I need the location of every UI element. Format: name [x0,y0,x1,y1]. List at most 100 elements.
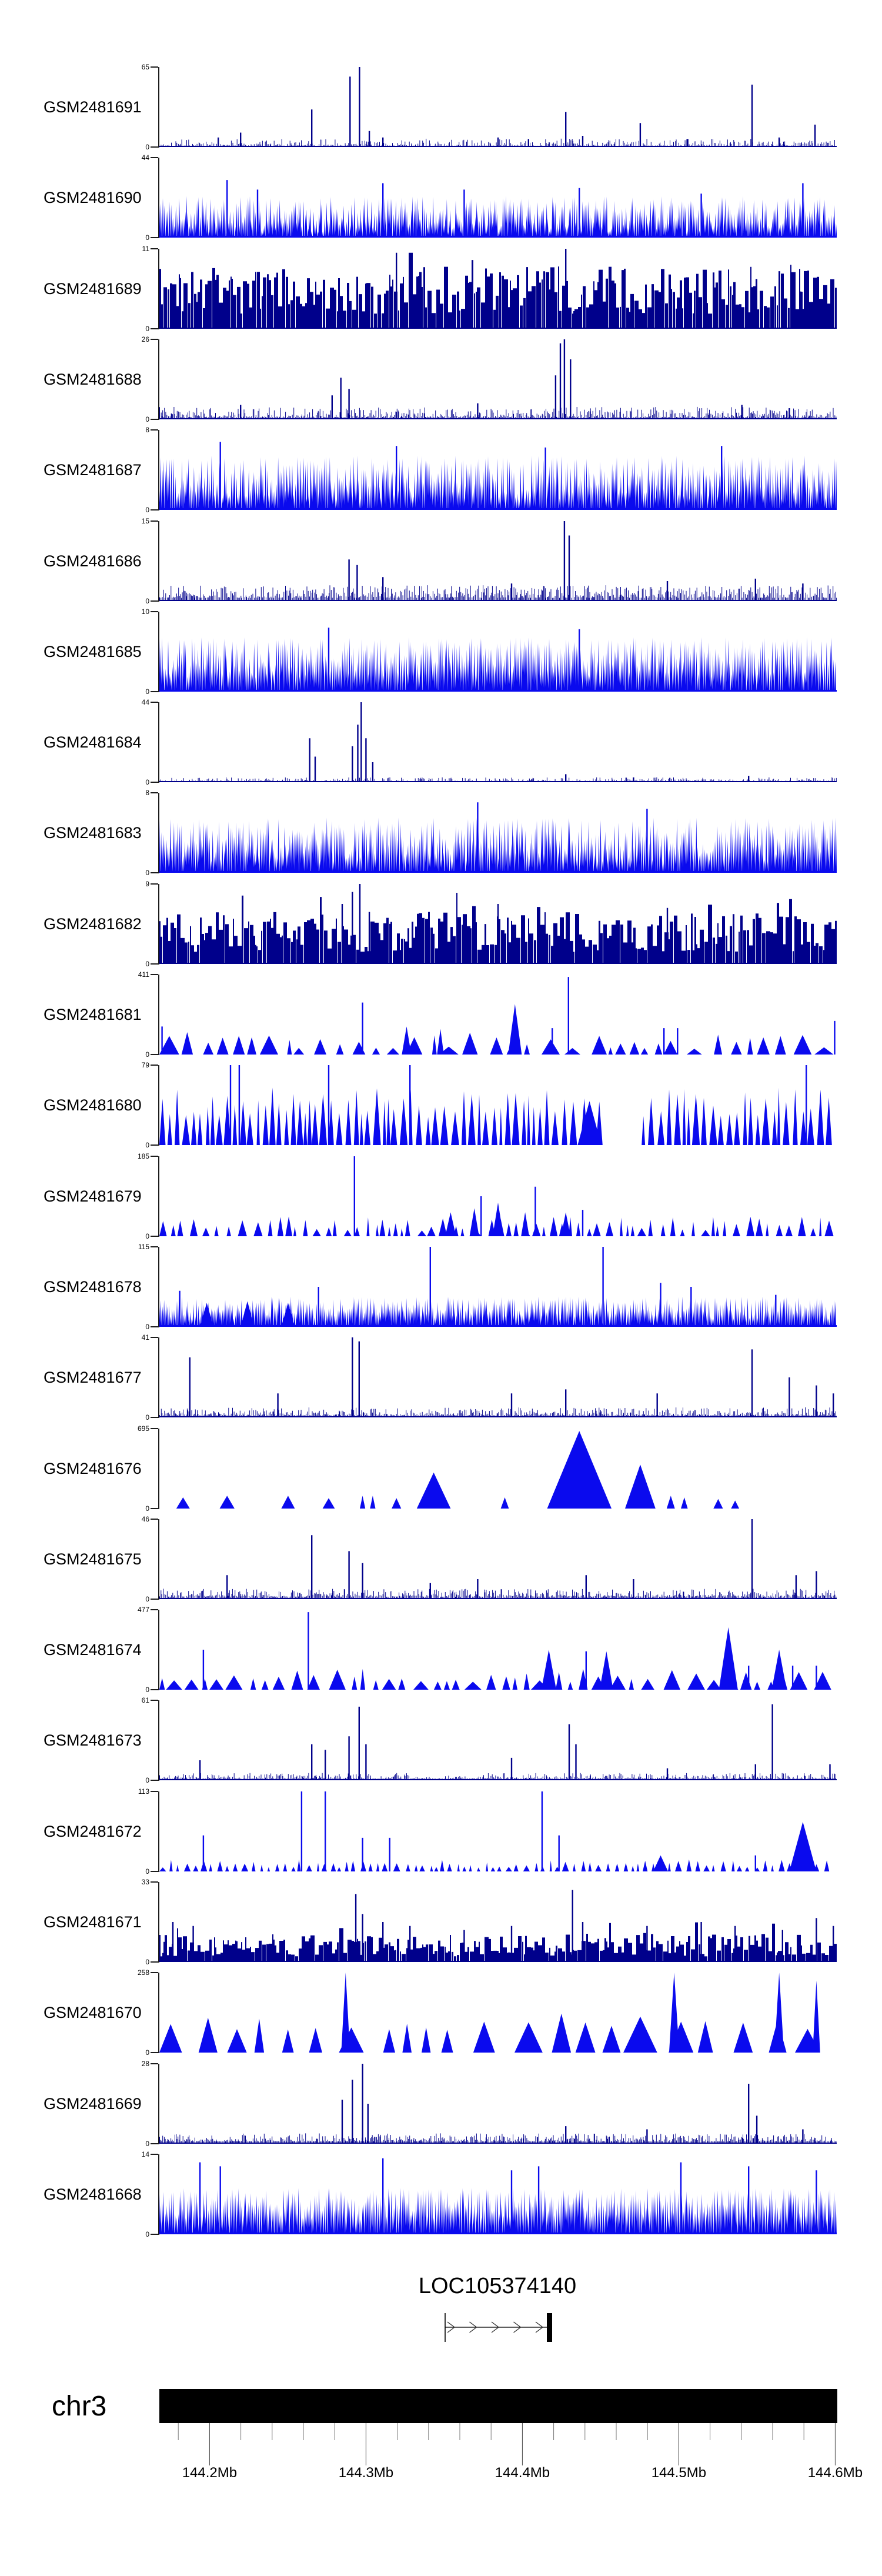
track-signal-shape [159,1065,832,1145]
track-ymin-label: 0 [145,2048,149,2057]
chromosome-name-label: chr3 [52,2390,107,2422]
track-signal-shape [159,2158,837,2234]
track-y-axis-top-tick [151,66,158,68]
track-ymax-label: 46 [141,1515,149,1523]
track-signal-plot [159,1612,831,1690]
track-ymin-label: 0 [145,1323,149,1331]
track-ymax-label: 61 [141,1696,149,1704]
axis-position-label: 144.5Mb [652,2465,706,2481]
track-sample-label: GSM2481669 [44,2094,142,2113]
track-y-axis-top-tick [151,702,158,703]
track-y-axis-zero-tick [151,2052,158,2053]
track-y-axis-zero-tick [151,691,158,692]
track-ymax-label: 44 [141,154,149,162]
track-ymax-label: 8 [145,426,149,434]
track-ymin-label: 0 [145,233,149,242]
track-ymax-label: 44 [141,698,149,706]
track-ymax-label: 41 [141,1333,149,1342]
track-y-axis-line [158,1156,159,1237]
track-sample-label: GSM2481688 [44,370,142,388]
track-ymin-label: 0 [145,1504,149,1513]
track-y-axis-zero-tick [151,146,158,148]
chromosome-ideogram [159,2389,837,2423]
track-ymax-label: 15 [141,517,149,525]
track-sample-label: GSM2481668 [44,2185,142,2203]
track-y-axis-zero-tick [151,1508,158,1509]
track-ymin-label: 0 [145,2230,149,2238]
track-signal-shape [159,702,837,782]
track-sample-label: GSM2481678 [44,1277,142,1296]
track-ymax-label: 258 [137,1968,149,1977]
track-ymax-label: 26 [141,335,149,343]
track-y-axis-top-tick [151,157,158,158]
track-sample-label: GSM2481680 [44,1096,142,1114]
track-y-axis-line [158,521,159,602]
track-y-axis-zero-tick [151,1871,158,1872]
track-signal-plot [159,249,837,329]
track-sample-label: GSM2481676 [44,1459,142,1477]
track-ymin-label: 0 [145,778,149,786]
track-signal-plot [159,521,837,601]
track-y-axis-line [158,1429,159,1509]
track-signal-plot [159,67,837,147]
track-ymin-label: 0 [145,1958,149,1966]
track-ymin-label: 0 [145,1776,149,1784]
track-y-axis-zero-tick [151,872,158,873]
track-y-axis-zero-tick [151,2143,158,2144]
track-ymin-label: 0 [145,688,149,696]
track-y-axis-line [158,249,159,329]
track-ymax-label: 9 [145,880,149,888]
track-ymax-label: 113 [138,1787,149,1796]
track-y-axis-zero-tick [151,2234,158,2235]
track-signal-shape [159,1791,830,1871]
track-ymin-label: 0 [145,506,149,514]
track-y-axis-zero-tick [151,1689,158,1690]
axis-position-label: 144.4Mb [495,2465,550,2481]
strand-direction-arrow-icon [491,2321,500,2333]
track-y-axis-zero-tick [151,1054,158,1055]
track-signal-shape [176,1431,740,1509]
track-signal-shape [159,1704,837,1780]
track-y-axis-zero-tick [151,1599,158,1600]
track-y-axis-top-tick [151,1156,158,1157]
track-ymax-label: 8 [145,789,149,797]
track-y-axis-top-tick [151,1791,158,1792]
genome-coordinate-axis: 144.2Mb 144.3Mb 144.4Mb 144.5Mb 144.6Mb [178,2423,863,2481]
track-y-axis-line [158,1610,159,1690]
track-y-axis-top-tick [151,792,158,793]
track-y-axis-top-tick [151,1337,158,1338]
gene-exon-block [547,2313,552,2342]
track-signal-shape [159,1337,837,1417]
track-y-axis-zero-tick [151,1326,158,1327]
track-signal-plot [159,2064,837,2144]
strand-direction-arrow-icon [447,2321,456,2333]
track-signal-shape [159,1519,837,1599]
track-signal-shape [159,1156,834,1236]
track-sample-label: GSM2481674 [44,1640,142,1659]
track-y-axis-zero-tick [151,1417,158,1418]
axis-position-label: 144.6Mb [808,2465,863,2481]
track-sample-label: GSM2481687 [44,461,142,479]
track-signal-shape [159,884,837,964]
track-y-axis-line [158,975,159,1055]
track-ymin-label: 0 [145,415,149,423]
axis-position-label: 144.2Mb [182,2465,237,2481]
track-signal-plot [159,442,837,510]
track-ymax-label: 411 [138,970,149,979]
track-y-axis-top-tick [151,429,158,431]
track-sample-label: GSM2481673 [44,1731,142,1749]
track-ymin-label: 0 [145,960,149,968]
track-sample-label: GSM2481675 [44,1550,142,1568]
track-signal-plot [159,2158,837,2234]
track-y-axis-top-tick [151,2154,158,2155]
track-y-axis-line [158,430,159,510]
track-sample-label: GSM2481679 [44,1187,142,1205]
track-y-axis-top-tick [151,1881,158,1883]
track-ymax-label: 10 [141,608,149,616]
track-ymin-label: 0 [145,1232,149,1240]
track-y-axis-top-tick [151,248,158,249]
track-signal-plot [159,1704,837,1780]
track-signal-plot [159,1247,837,1327]
track-y-axis-top-tick [151,1065,158,1066]
